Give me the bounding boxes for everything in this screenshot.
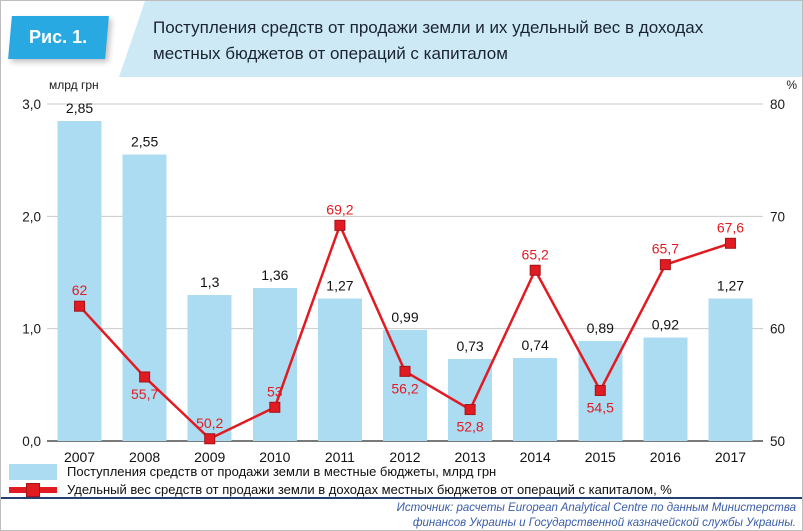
- bar: [122, 154, 167, 442]
- line-value-label: 65,2: [522, 246, 549, 262]
- line-marker: [269, 401, 281, 413]
- bar-value-label: 0,89: [587, 320, 614, 336]
- source-note: Источник: расчеты European Analytical Ce…: [1, 497, 802, 530]
- x-axis-label: 2016: [650, 449, 681, 465]
- chart-canvas: 0,0 1,0 2,0 3,0 50 60 70 80 млрд грн % 2,85 2,55 1,3…: [22, 78, 797, 465]
- line-marker: [594, 384, 606, 396]
- line-marker: [74, 300, 86, 312]
- x-axis-label: 2013: [455, 449, 486, 465]
- line-marker: [464, 404, 476, 416]
- bar-value-label: 1,3: [200, 274, 220, 290]
- left-tick-label: 2,0: [22, 209, 41, 224]
- line-value-label: 52,8: [456, 419, 483, 435]
- line-value-label: 56,2: [391, 380, 418, 396]
- right-tick-label: 70: [770, 209, 785, 224]
- line-value-label: 62: [72, 282, 88, 298]
- bar-value-label: 1,36: [261, 267, 288, 283]
- bar: [187, 294, 232, 441]
- left-tick-label: 3,0: [22, 97, 41, 112]
- line-series-swatch: [9, 482, 57, 498]
- line-value-label: 53: [267, 383, 283, 399]
- source-line1: Источник: расчеты European Analytical Ce…: [396, 502, 796, 514]
- legend-item-line: Удельный вес средств от продажи земли в …: [9, 481, 672, 498]
- source-line2: финансов Украины и Государственной казна…: [412, 516, 796, 529]
- line-value-label: 50,2: [196, 415, 223, 431]
- bar: [513, 357, 558, 441]
- line-marker: [724, 237, 736, 249]
- figure-title-line1: Поступления средств от продажи земли и и…: [153, 18, 704, 37]
- line-value-label: 54,5: [587, 399, 614, 415]
- legend-item-bars: Поступления средств от продажи земли в м…: [9, 463, 672, 480]
- title-strip: Поступления средств от продажи земли и и…: [119, 1, 802, 77]
- bar-series-swatch: [9, 463, 57, 480]
- line-marker: [139, 371, 151, 383]
- bar: [383, 329, 427, 441]
- bar: [643, 337, 688, 441]
- line-marker: [529, 264, 541, 276]
- line-value-label: 65,7: [652, 241, 679, 257]
- legend: Поступления средств от продажи земли в м…: [9, 463, 672, 499]
- line-swatch-marker: [26, 482, 40, 497]
- line-marker: [399, 365, 411, 377]
- line-value-label: 55,7: [131, 386, 158, 402]
- line-marker: [334, 219, 346, 231]
- bar: [317, 298, 362, 441]
- legend-label-line: Удельный вес средств от продажи земли в …: [67, 482, 672, 497]
- x-axis-label: 2015: [585, 449, 616, 465]
- x-axis-label: 2014: [520, 449, 551, 465]
- bar-value-label: 1,27: [326, 277, 353, 293]
- x-axis-label: 2008: [129, 449, 160, 465]
- right-tick-label: 80: [770, 97, 785, 112]
- bar-value-label: 0,74: [522, 337, 549, 353]
- bar-value-label: 0,92: [652, 317, 679, 333]
- line-value-label: 69,2: [326, 201, 353, 217]
- line-marker: [204, 433, 216, 445]
- figure-number-label: Рис. 1.: [29, 27, 88, 47]
- figure-title-line2: местных бюджетов от операций с капиталом: [153, 43, 508, 63]
- bar-value-label: 2,55: [131, 134, 158, 150]
- figure-number-badge: Рис. 1.: [8, 16, 109, 59]
- bar: [708, 298, 753, 441]
- left-axis-unit: млрд грн: [49, 78, 99, 92]
- right-tick-label: 60: [770, 322, 785, 337]
- x-axis-label: 2010: [259, 449, 290, 465]
- x-axis-label: 2011: [325, 449, 355, 465]
- left-tick-label: 0,0: [22, 434, 41, 449]
- x-axis-label: 2012: [389, 449, 420, 465]
- bar-value-label: 2,85: [66, 100, 93, 116]
- line-value-label: 67,6: [717, 219, 744, 235]
- bar-value-label: 1,27: [717, 277, 744, 293]
- right-tick-label: 50: [770, 434, 785, 449]
- figure-header: Поступления средств от продажи земли и и…: [1, 1, 802, 77]
- bar-value-label: 0,73: [456, 338, 483, 354]
- bar: [57, 120, 102, 441]
- line-marker: [659, 259, 671, 271]
- bar-value-label: 0,99: [391, 309, 418, 325]
- legend-label-bars: Поступления средств от продажи земли в м…: [67, 464, 497, 479]
- figure-title: Поступления средств от продажи земли и и…: [119, 1, 802, 66]
- left-tick-label: 1,0: [22, 322, 41, 337]
- x-axis-label: 2009: [194, 449, 225, 465]
- x-axis-label: 2007: [64, 449, 95, 465]
- right-axis-unit: %: [786, 78, 797, 92]
- x-axis-label: 2017: [715, 449, 746, 465]
